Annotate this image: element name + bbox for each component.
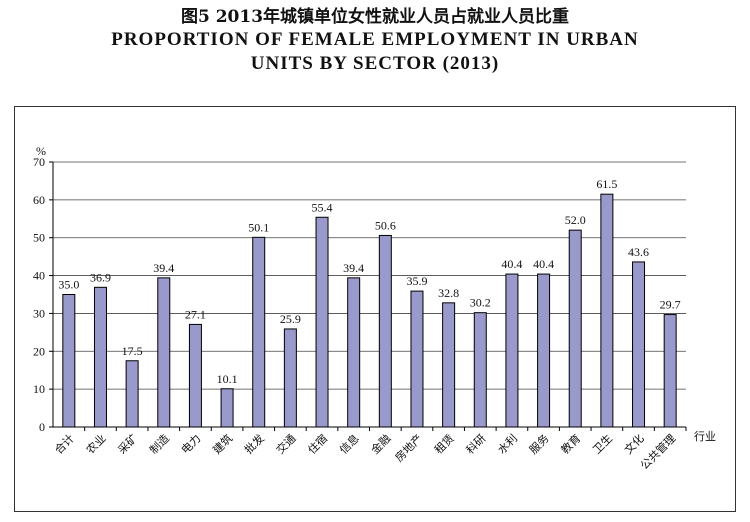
data-label: 27.1 (185, 307, 206, 321)
x-category-label: 合计 (51, 431, 76, 456)
data-label: 29.7 (660, 298, 681, 312)
chart-title-english-line1: PROPORTION OF FEMALE EMPLOYMENT IN URBAN (111, 29, 639, 50)
x-category-label: 批发 (241, 431, 266, 456)
x-category-label: 水利 (495, 432, 520, 457)
bar-合计 (62, 294, 76, 428)
bar-公共管理 (663, 314, 677, 428)
x-category-label: 公共管理 (637, 431, 678, 472)
bar-建筑 (220, 388, 234, 428)
x-category-label: 文化 (621, 431, 646, 456)
data-label: 52.0 (565, 213, 586, 227)
y-axis-unit-label: % (36, 144, 46, 158)
x-category-label: 租赁 (431, 431, 456, 456)
bar-水利 (505, 273, 519, 428)
bar-住宿 (315, 216, 329, 428)
bar-房地产 (410, 290, 424, 428)
data-label: 39.4 (343, 261, 364, 275)
bar-金融 (378, 234, 392, 428)
data-label: 39.4 (153, 261, 174, 275)
x-category-label: 卫生 (590, 431, 615, 456)
bars (62, 193, 677, 428)
x-category-label: 电力 (179, 432, 204, 457)
data-label: 32.8 (438, 286, 459, 300)
data-label: 17.5 (122, 344, 143, 358)
x-category-label: 教育 (558, 431, 583, 456)
x-category-label: 房地产 (392, 431, 425, 464)
chart-title-block: 图5 2013年城镇单位女性就业人员占就业人员比重 PROPORTION OF … (0, 6, 750, 76)
data-label: 55.4 (312, 200, 333, 214)
data-label: 50.1 (248, 220, 269, 234)
data-label: 36.9 (90, 270, 111, 284)
data-label: 61.5 (596, 177, 617, 191)
grid-lines (53, 161, 686, 390)
chart-title-english-line2: UNITS BY SECTOR (2013) (250, 53, 500, 74)
y-tick-label: 50 (33, 231, 45, 245)
data-label: 40.4 (533, 257, 554, 271)
y-tick-label: 10 (33, 382, 45, 396)
x-category-label: 交通 (273, 431, 298, 456)
y-tick-label: 60 (33, 193, 45, 207)
x-category-label: 信息 (336, 431, 361, 456)
bar-电力 (188, 323, 202, 428)
chart-title-chinese: 图5 2013年城镇单位女性就业人员占就业人员比重 (180, 7, 570, 27)
axes (49, 161, 687, 431)
bar-科研 (473, 312, 487, 428)
data-label: 40.4 (501, 257, 522, 271)
data-label: 10.1 (217, 372, 238, 386)
y-tick-label: 30 (33, 306, 45, 320)
y-tick-label: 40 (33, 269, 45, 283)
x-category-label: 服务 (527, 432, 552, 457)
bar-信息 (347, 277, 361, 428)
x-category-label: 建筑 (210, 431, 235, 456)
bar-制造 (157, 277, 171, 428)
x-category-label: 制造 (146, 431, 171, 456)
data-label: 25.9 (280, 312, 301, 326)
bar-租赁 (442, 302, 456, 428)
bar-教育 (568, 229, 582, 428)
bar-采矿 (125, 360, 139, 428)
y-tick-label: 20 (33, 344, 45, 358)
data-label: 35.0 (58, 278, 79, 292)
x-category-label: 住宿 (305, 431, 330, 456)
bar-服务 (537, 273, 551, 428)
bar-卫生 (600, 193, 614, 428)
x-category-label: 科研 (463, 431, 488, 456)
x-axis-title: 行业 (694, 430, 716, 443)
data-label: 30.2 (470, 296, 491, 310)
data-label: 50.6 (375, 218, 396, 232)
x-category-label: 采矿 (115, 432, 140, 457)
bar-文化 (632, 261, 646, 428)
bar-农业 (93, 286, 107, 428)
chart-frame (14, 106, 736, 512)
y-tick-label: 0 (39, 420, 45, 434)
x-category-label: 金融 (368, 431, 393, 456)
x-category-label: 农业 (83, 431, 108, 456)
bar-批发 (252, 236, 266, 428)
y-tick-label: 70 (33, 155, 45, 169)
data-label: 43.6 (628, 245, 649, 259)
bar-交通 (283, 328, 297, 428)
data-label: 35.9 (406, 274, 427, 288)
